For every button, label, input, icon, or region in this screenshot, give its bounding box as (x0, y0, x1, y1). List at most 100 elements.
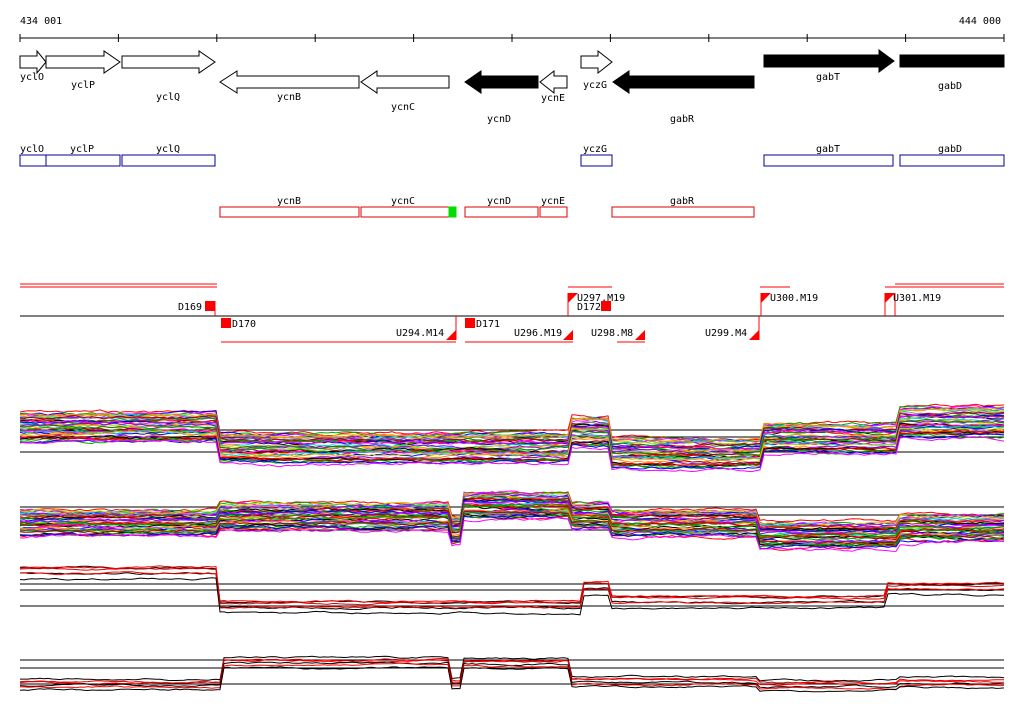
segment-marker-U294[interactable] (446, 330, 456, 340)
profile-line (19, 408, 1004, 445)
profile-line (19, 516, 1005, 552)
profile-line (19, 510, 1005, 546)
segment-label-D169: D169 (178, 302, 202, 313)
profile-line (19, 491, 1005, 523)
gene-arrow-yclQ[interactable] (121, 50, 216, 74)
gene-arrow-yclO[interactable] (19, 49, 47, 75)
profile-line (19, 423, 1005, 460)
segment-marker-U296[interactable] (563, 330, 573, 340)
segment-marker-D169[interactable] (205, 301, 215, 311)
segment-marker-U298[interactable] (635, 330, 645, 340)
profile-panel-4 (19, 655, 1005, 693)
profile-line (19, 435, 1005, 473)
gene-label-ycnE: ycnE (541, 93, 565, 104)
gene-arrow-gabT[interactable] (763, 49, 895, 73)
segment-marker-U297[interactable] (568, 293, 578, 303)
fwd-box-gabD[interactable] (899, 154, 1005, 167)
rev-box-gabR[interactable] (611, 206, 755, 218)
profile-panel-1 (19, 403, 1005, 473)
fwd-label-yclP: yclP (70, 144, 94, 155)
gene-label-ycnC: ycnC (391, 102, 415, 113)
segment-label-D170: D170 (232, 319, 256, 330)
profile-line (19, 513, 1005, 548)
fwd-box-gabT[interactable] (763, 154, 894, 167)
fwd-label-gabT: gabT (816, 144, 840, 155)
fwd-box-yclO[interactable] (19, 154, 47, 167)
fwd-label-yclQ: yclQ (156, 144, 180, 155)
gene-label-yczG: yczG (583, 80, 607, 91)
profile-line (19, 414, 1005, 450)
segment-label-U299: U299.M4 (705, 328, 747, 339)
rev-box-ycnD[interactable] (464, 206, 539, 218)
profile-line (19, 577, 1004, 616)
segment-marker-U301[interactable] (885, 293, 895, 303)
segment-label-U298: U298.M8 (591, 328, 633, 339)
gene-arrow-ycnD[interactable] (464, 70, 539, 94)
fwd-box-yczG[interactable] (580, 154, 613, 167)
profile-line (19, 658, 1004, 685)
profile-line (19, 666, 1005, 693)
segment-label-U301: U301.M19 (893, 293, 941, 304)
range-start-label: 434 001 (20, 16, 62, 27)
gene-label-yclO: yclO (20, 72, 44, 83)
rev-box-ycnB[interactable] (219, 206, 360, 218)
rev-label-ycnB: ycnB (277, 196, 301, 207)
segment-marker-U299[interactable] (749, 330, 759, 340)
profile-line (19, 497, 1005, 530)
gene-arrow-track: yclO yclP yclQ ycnB ycnC ycnD ycnE yczG … (19, 49, 1005, 125)
segment-marker-U300[interactable] (761, 293, 771, 303)
forward-transcript-track: yclO yclP yclQ yczG gabT gabD (19, 144, 1005, 167)
rev-label-ycnE: ycnE (541, 196, 565, 207)
profile-line (19, 567, 1005, 606)
rev-box-ycnC[interactable] (360, 206, 450, 218)
fwd-label-yclO: yclO (20, 144, 44, 155)
segment-marker-D172[interactable] (601, 301, 611, 311)
segment-label-D172: D172 (577, 302, 601, 313)
ruler-ticks (19, 34, 1005, 42)
profile-line (20, 504, 1005, 539)
profile-panel-2 (19, 490, 1005, 552)
fwd-label-gabD: gabD (938, 144, 962, 155)
gene-arrow-ycnB[interactable] (219, 70, 360, 94)
profile-line (19, 501, 1005, 535)
profile-line (20, 655, 1005, 682)
gene-arrow-gabR[interactable] (612, 70, 755, 94)
segment-track: D169 D170 U294.M14 D171 U296.M19 U297.M1… (20, 283, 1004, 343)
profile-line (19, 565, 1005, 604)
segment-label-U300: U300.M19 (770, 293, 818, 304)
profile-line (19, 492, 1005, 528)
profile-line (19, 658, 1005, 687)
profile-line (19, 572, 1005, 611)
segment-marker-D170[interactable] (221, 318, 231, 328)
segment-label-U297: U297.M19 (577, 293, 625, 304)
fwd-box-yclQ[interactable] (121, 154, 216, 167)
gene-label-gabT: gabT (816, 72, 840, 83)
profile-line (19, 419, 1005, 455)
gene-label-ycnB: ycnB (277, 92, 301, 103)
rev-box-ycnE[interactable] (539, 206, 568, 218)
profile-panel-3 (19, 565, 1005, 616)
gene-arrow-yczG[interactable] (580, 49, 613, 75)
segment-label-U296: U296.M19 (514, 328, 562, 339)
range-end-label: 444 000 (959, 16, 1001, 27)
gene-arrow-ycnC[interactable] (360, 70, 450, 94)
rev-label-ycnD: ycnD (487, 196, 511, 207)
coordinate-ruler: 434 001 444 000 (19, 16, 1005, 42)
gene-arrow-yclP[interactable] (45, 50, 121, 74)
gene-label-yclQ: yclQ (156, 92, 180, 103)
profile-line (19, 504, 1005, 541)
profile-line (20, 414, 1005, 451)
reverse-transcript-track: ycnB ycnC ycnD ycnE gabR (219, 196, 755, 218)
gene-label-ycnD: ycnD (487, 114, 511, 125)
rev-label-gabR: gabR (670, 196, 695, 207)
segment-marker-D171[interactable] (465, 318, 475, 328)
fwd-box-yclP[interactable] (45, 154, 121, 167)
profile-line (19, 662, 1005, 691)
gene-arrow-gabD[interactable] (899, 54, 1005, 68)
profile-line (19, 498, 1005, 534)
gene-arrow-ycnE[interactable] (539, 69, 568, 95)
gene-label-gabD: gabD (938, 81, 962, 92)
expression-profiles (19, 403, 1005, 693)
segment-label-D171: D171 (476, 319, 500, 330)
